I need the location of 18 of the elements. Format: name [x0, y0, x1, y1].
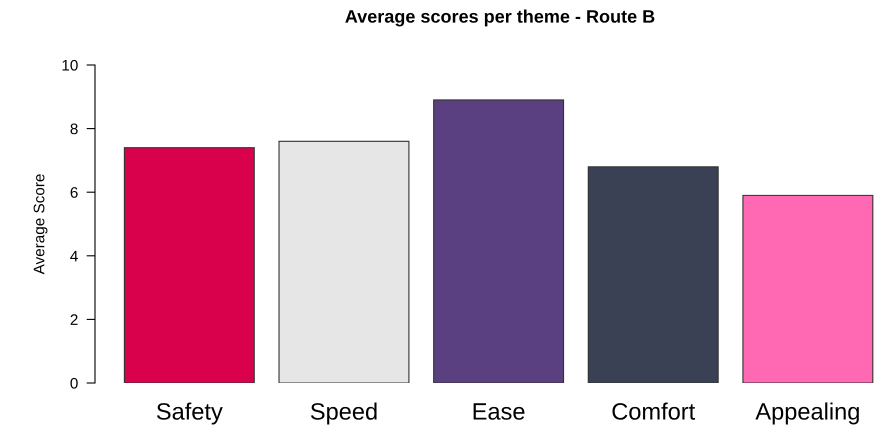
x-tick-label: Appealing [755, 402, 859, 424]
chart-title: Average scores per theme - Route B [345, 10, 654, 26]
bar [588, 166, 719, 383]
bar [433, 99, 564, 383]
bar [742, 194, 874, 383]
bar [278, 140, 410, 383]
y-tick-label: 4 [70, 250, 78, 262]
y-tick-label: 10 [62, 60, 78, 71]
x-tick-label: Ease [474, 403, 524, 420]
y-axis-title: Average Score [34, 174, 48, 274]
x-tick-label: Comfort [612, 402, 696, 420]
y-tick-label: 6 [70, 187, 78, 198]
x-tick-label: Speed [310, 402, 377, 424]
y-tick-label: 2 [70, 314, 78, 325]
bar [124, 147, 255, 383]
y-tick-label: 8 [70, 123, 78, 134]
x-tick-label: Safety [156, 402, 223, 424]
y-tick-label: 0 [70, 378, 78, 389]
